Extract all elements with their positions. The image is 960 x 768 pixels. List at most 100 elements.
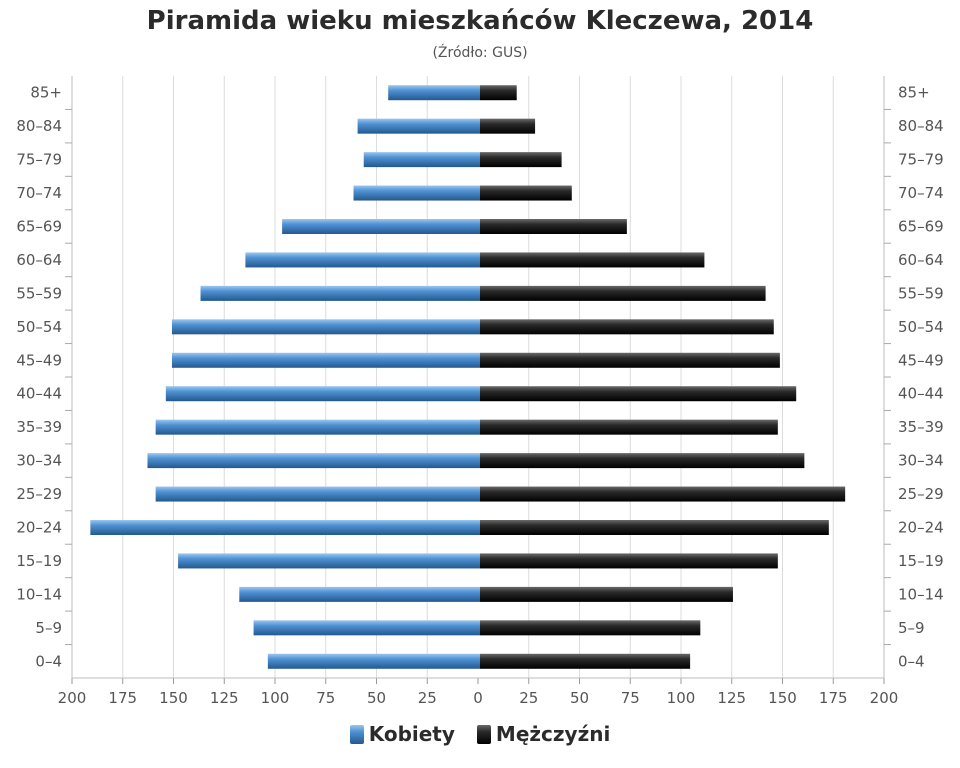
category-label-left: 60–64 bbox=[16, 251, 62, 269]
bar-mezczyzni bbox=[480, 252, 705, 268]
category-label-left: 75–79 bbox=[16, 151, 62, 169]
x-tick-label: 25 bbox=[418, 689, 437, 707]
bar-mezczyzni bbox=[480, 486, 846, 502]
category-label-right: 0–4 bbox=[898, 652, 925, 670]
bar-kobiety bbox=[282, 219, 480, 234]
bar-mezczyzni bbox=[480, 319, 774, 335]
category-label-right: 10–14 bbox=[898, 585, 944, 603]
category-label-left: 40–44 bbox=[16, 385, 62, 403]
x-tick-label: 200 bbox=[58, 689, 87, 707]
category-label-left: 30–34 bbox=[16, 452, 62, 470]
category-label-left: 20–24 bbox=[16, 519, 62, 537]
bar-mezczyzni bbox=[480, 352, 780, 368]
bar-kobiety bbox=[171, 319, 480, 335]
category-label-right: 5–9 bbox=[898, 619, 925, 637]
bar-kobiety bbox=[165, 386, 480, 402]
bar-mezczyzni bbox=[480, 520, 829, 535]
x-tick-label: 175 bbox=[108, 689, 137, 707]
x-tick-label: 175 bbox=[819, 689, 848, 707]
bar-kobiety bbox=[147, 453, 481, 469]
bar-mezczyzni bbox=[480, 553, 778, 569]
legend-item-mezczyzni[interactable]: Mężczyźni bbox=[476, 722, 611, 746]
bar-kobiety bbox=[200, 285, 480, 301]
x-tick-label: 150 bbox=[159, 689, 188, 707]
category-label-right: 45–49 bbox=[898, 351, 944, 369]
grid-lines bbox=[122, 76, 834, 678]
category-label-left: 5–9 bbox=[35, 619, 62, 637]
x-tick-label: 50 bbox=[570, 689, 589, 707]
category-label-right: 70–74 bbox=[898, 184, 944, 202]
category-label-left: 10–14 bbox=[16, 585, 62, 603]
x-tick-label: 100 bbox=[261, 689, 290, 707]
category-label-left: 35–39 bbox=[16, 418, 62, 436]
bar-mezczyzni bbox=[480, 653, 691, 669]
category-label-right: 75–79 bbox=[898, 151, 944, 169]
legend-label-kobiety: Kobiety bbox=[368, 722, 455, 746]
bar-kobiety bbox=[267, 653, 480, 669]
category-label-right: 50–54 bbox=[898, 318, 944, 336]
category-label-right: 80–84 bbox=[898, 117, 944, 135]
category-label-left: 65–69 bbox=[16, 218, 62, 236]
bars bbox=[90, 85, 846, 669]
bar-kobiety bbox=[90, 520, 481, 535]
x-tick-label: 125 bbox=[717, 689, 746, 707]
category-label-right: 60–64 bbox=[898, 251, 944, 269]
category-label-right: 30–34 bbox=[898, 452, 944, 470]
bar-mezczyzni bbox=[480, 620, 701, 636]
category-label-left: 45–49 bbox=[16, 351, 62, 369]
x-tick-label: 150 bbox=[768, 689, 797, 707]
bar-kobiety bbox=[245, 252, 480, 268]
bar-kobiety bbox=[155, 486, 480, 502]
category-label-right: 85+ bbox=[898, 84, 930, 102]
x-tick-label: 100 bbox=[667, 689, 696, 707]
bar-kobiety bbox=[363, 152, 480, 168]
bar-mezczyzni bbox=[480, 386, 797, 402]
bar-mezczyzni bbox=[480, 219, 627, 234]
chart-subtitle: (Źródło: GUS) bbox=[432, 45, 528, 61]
category-label-right: 40–44 bbox=[898, 385, 944, 403]
bar-mezczyzni bbox=[480, 285, 766, 301]
category-label-right: 25–29 bbox=[898, 485, 944, 503]
chart-title: Piramida wieku mieszkańców Kleczewa, 201… bbox=[146, 6, 814, 36]
bar-mezczyzni bbox=[480, 586, 733, 602]
category-label-left: 55–59 bbox=[16, 284, 62, 302]
category-label-left: 0–4 bbox=[35, 652, 62, 670]
bar-kobiety bbox=[178, 553, 480, 569]
legend-label-mezczyzni: Mężczyźni bbox=[495, 722, 611, 746]
bar-kobiety bbox=[357, 118, 480, 134]
bar-kobiety bbox=[155, 419, 480, 435]
legend-swatch-mezczyzni bbox=[476, 724, 491, 744]
category-label-left: 50–54 bbox=[16, 318, 62, 336]
bar-kobiety bbox=[239, 586, 480, 602]
x-tick-label: 75 bbox=[621, 689, 640, 707]
bar-mezczyzni bbox=[480, 118, 536, 134]
bar-mezczyzni bbox=[480, 185, 572, 201]
x-tick-label: 25 bbox=[519, 689, 538, 707]
bar-kobiety bbox=[353, 185, 480, 201]
category-label-right: 35–39 bbox=[898, 418, 944, 436]
bar-mezczyzni bbox=[480, 453, 805, 469]
bar-kobiety bbox=[171, 352, 480, 368]
category-label-right: 20–24 bbox=[898, 519, 944, 537]
x-tick-label: 0 bbox=[473, 689, 483, 707]
axes bbox=[65, 76, 891, 684]
legend-swatch-kobiety bbox=[349, 724, 364, 744]
category-label-left: 25–29 bbox=[16, 485, 62, 503]
bar-mezczyzni bbox=[480, 419, 778, 435]
category-label-right: 15–19 bbox=[898, 552, 944, 570]
category-label-left: 80–84 bbox=[16, 117, 62, 135]
bar-kobiety bbox=[388, 85, 480, 101]
x-tick-label: 200 bbox=[870, 689, 899, 707]
legend-item-kobiety[interactable]: Kobiety bbox=[349, 722, 455, 746]
category-label-right: 55–59 bbox=[898, 284, 944, 302]
x-tick-label: 125 bbox=[210, 689, 239, 707]
category-label-left: 70–74 bbox=[16, 184, 62, 202]
tick-labels: 200 175 150 125 100 75 50 25 0 25 50 75 100 125 150 175… bbox=[16, 84, 943, 707]
legend: Kobiety Mężczyźni bbox=[0, 722, 960, 746]
bar-kobiety bbox=[253, 620, 480, 636]
category-label-right: 65–69 bbox=[898, 218, 944, 236]
x-tick-label: 75 bbox=[316, 689, 335, 707]
category-label-left: 85+ bbox=[30, 84, 62, 102]
